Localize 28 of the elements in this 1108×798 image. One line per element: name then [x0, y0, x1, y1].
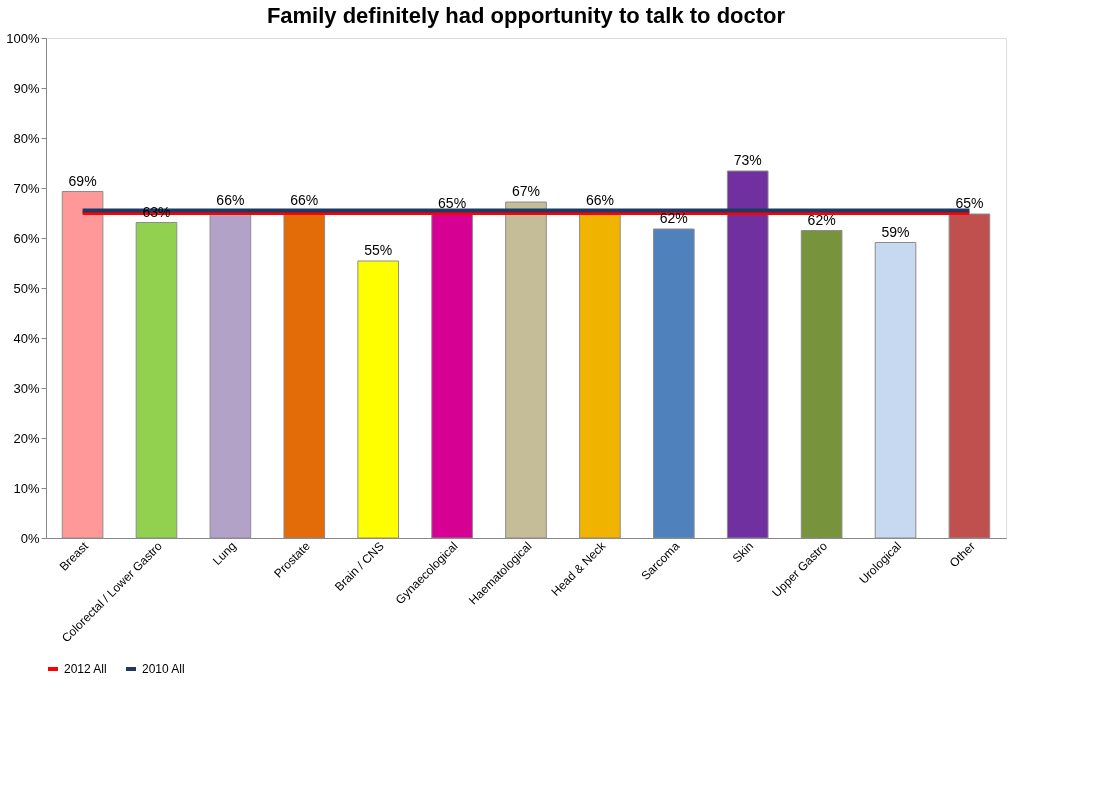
- y-tick-label: 10%: [13, 480, 40, 496]
- data-label: 69%: [68, 172, 97, 189]
- y-tick-label: 60%: [13, 230, 40, 246]
- data-label: 65%: [438, 195, 467, 211]
- data-label: 66%: [216, 191, 245, 208]
- x-tick-label: Skin: [729, 539, 757, 566]
- data-label: 66%: [585, 191, 614, 208]
- chart-title: Family definitely had opportunity to talk to doctor: [266, 3, 786, 28]
- y-tick-label: 30%: [13, 380, 40, 396]
- legend-label: 2010 All: [142, 662, 185, 676]
- data-label: 62%: [807, 211, 836, 228]
- data-label: 66%: [290, 191, 319, 208]
- y-tick-label: 90%: [13, 80, 40, 96]
- y-tick-label: 80%: [13, 130, 40, 146]
- y-tick-label: 20%: [13, 430, 40, 446]
- y-tick-label: 70%: [13, 180, 40, 196]
- data-label: 55%: [364, 242, 393, 258]
- y-tick-label: 40%: [13, 330, 40, 346]
- y-tick-label: 50%: [13, 280, 40, 296]
- data-label: 62%: [659, 210, 688, 226]
- data-label: 67%: [511, 183, 541, 199]
- legend-label: 2012 All: [64, 662, 107, 676]
- data-label: 73%: [733, 152, 762, 168]
- data-label: 65%: [955, 195, 984, 211]
- y-tick-label: 0%: [20, 530, 40, 546]
- data-label: 63%: [142, 203, 171, 220]
- y-tick-label: 100%: [6, 30, 40, 46]
- data-label: 59%: [881, 223, 910, 240]
